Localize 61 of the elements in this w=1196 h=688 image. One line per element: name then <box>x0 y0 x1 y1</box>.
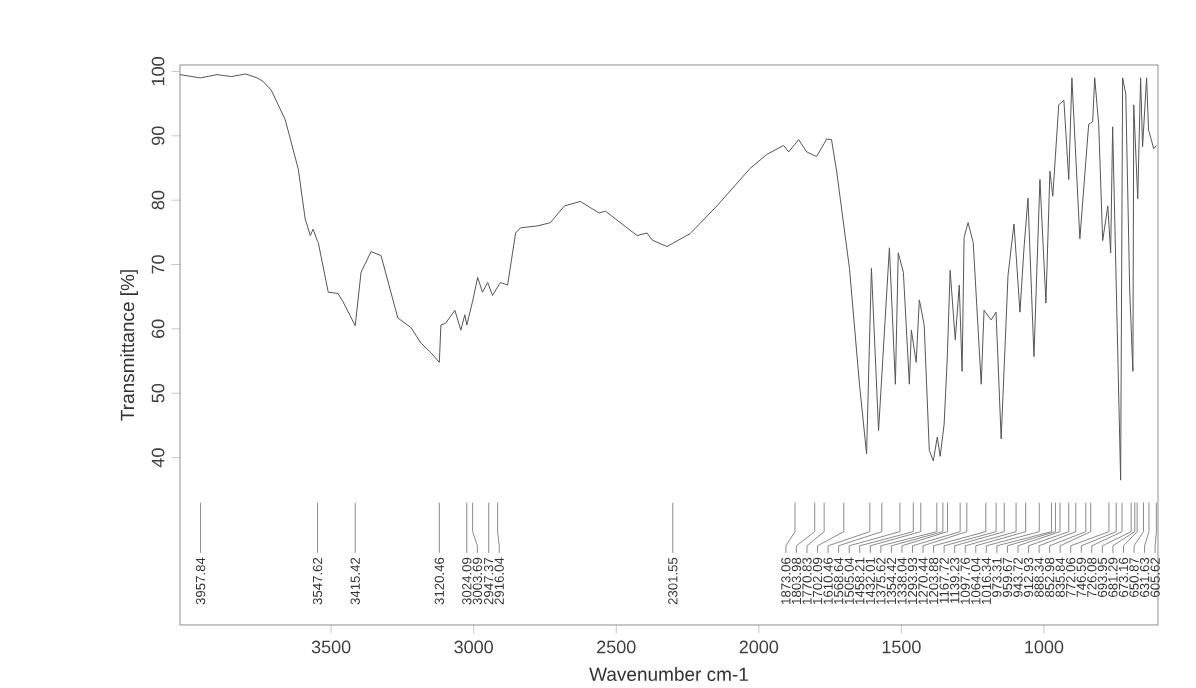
y-axis-title: Transmittance [%] <box>120 270 138 421</box>
y-tick-label: 80 <box>151 191 165 210</box>
y-tick-label: 100 <box>151 57 165 86</box>
annotation: 1568.64 <box>833 557 844 605</box>
annotation: 1375.62 <box>876 558 886 605</box>
annotation: 1139.23 <box>950 557 960 604</box>
annotation: 1203.88 <box>928 557 939 605</box>
annotation: 1803.98 <box>791 557 802 605</box>
x-tick-label: 2000 <box>739 640 779 654</box>
annotation: 1354.42 <box>886 558 897 605</box>
annotation: 650.87 <box>1129 558 1139 598</box>
annotation: 852.98 <box>1044 557 1055 598</box>
annotation: 1770.83 <box>802 557 812 605</box>
annotation: 1873.06 <box>781 557 791 605</box>
annotation: 2301.55 <box>668 557 678 605</box>
annotation: 973.31 <box>992 558 1002 598</box>
annotation: 726.08 <box>1087 557 1097 598</box>
x-tick-label: 3000 <box>454 640 493 654</box>
annotation: 1064.04 <box>971 557 981 605</box>
annotation: 1458.21 <box>855 558 865 605</box>
annotation: 2947.37 <box>484 558 494 605</box>
y-tick-label: 90 <box>151 126 165 146</box>
annotation: 888.34 <box>1034 557 1044 598</box>
annotation: 3547.62 <box>312 558 323 605</box>
x-tick-label: 3500 <box>311 640 351 654</box>
annotation: 912.93 <box>1023 557 1034 598</box>
annotation: 1610.46 <box>823 557 833 605</box>
y-tick-label: 60 <box>151 319 165 339</box>
x-tick-label: 1000 <box>1025 640 1064 654</box>
annotation: 943.72 <box>1013 558 1023 598</box>
annotation: 693.95 <box>1097 557 1108 598</box>
annotation: 746.59 <box>1076 558 1086 598</box>
annotation: 631.63 <box>1139 557 1150 598</box>
annotation: 3120.46 <box>434 557 444 605</box>
annotation: 681.29 <box>1108 558 1118 598</box>
annotation: 1432.01 <box>865 558 875 605</box>
annotation: 1293.93 <box>907 557 918 605</box>
y-tick-label: 40 <box>151 448 165 468</box>
annotation: 1702.09 <box>812 558 823 605</box>
annotation: 605.62 <box>1150 558 1160 598</box>
annotation: 959.67 <box>1002 558 1013 598</box>
annotation: 2916.04 <box>494 557 504 605</box>
annotation: 3415.42 <box>350 558 360 605</box>
x-tick-label: 1500 <box>882 640 921 654</box>
annotation: 1016.34 <box>981 557 992 605</box>
x-axis-title: Wavenumber cm-1 <box>589 667 748 682</box>
annotation: 3003.69 <box>472 558 483 605</box>
annotation: 1167.72 <box>939 558 949 604</box>
x-tick-label: 2500 <box>597 640 636 654</box>
annotation: 1270.44 <box>918 557 928 605</box>
annotation: 1097.76 <box>960 557 970 605</box>
annotation: 1338.04 <box>897 557 907 605</box>
annotation: 673.16 <box>1118 557 1129 598</box>
annotation: 1505.04 <box>844 557 854 605</box>
line-series <box>179 73 1157 481</box>
y-tick-label: 70 <box>151 255 165 274</box>
annotation: 3024.09 <box>462 558 472 605</box>
annotation: 772.06 <box>1066 557 1076 598</box>
annotation: 835.84 <box>1055 557 1065 598</box>
y-tick-label: 50 <box>151 384 165 403</box>
annotation: 3957.84 <box>195 557 206 605</box>
